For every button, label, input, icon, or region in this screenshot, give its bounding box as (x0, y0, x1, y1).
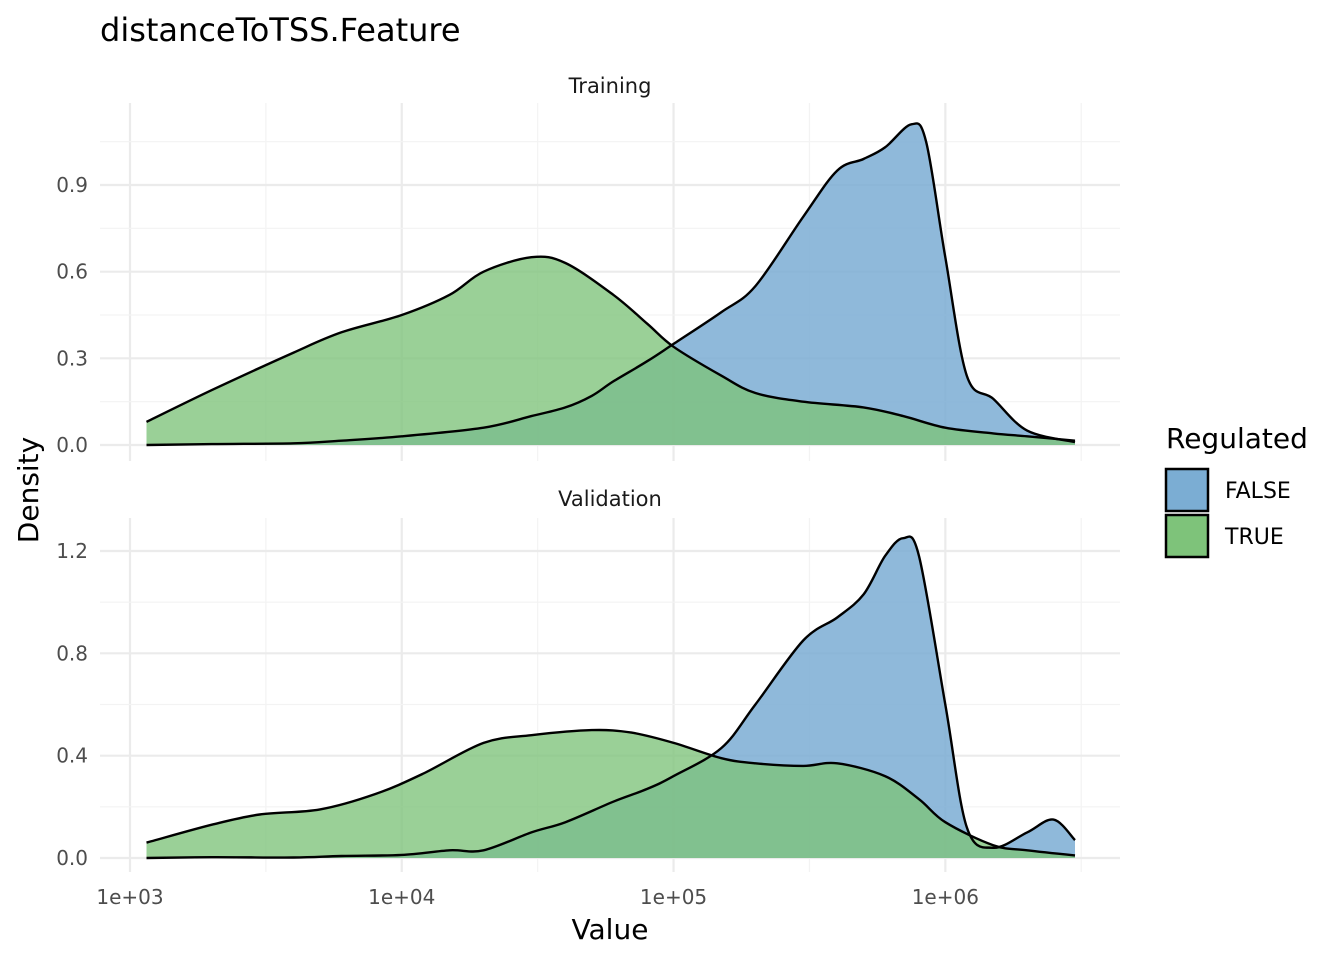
density-area-true (146, 256, 1075, 445)
y-tick-label: 0.3 (56, 346, 88, 370)
legend-title: Regulated (1166, 422, 1308, 455)
density-line-true (145, 255, 1076, 442)
y-tick-label: 0.0 (56, 433, 88, 457)
legend-key-true (1164, 513, 1210, 559)
facet-strip-label: Training (568, 74, 652, 98)
y-tick-label: 1.2 (56, 539, 88, 563)
y-tick-label: 0.6 (56, 260, 88, 284)
legend-key-false (1164, 467, 1210, 513)
y-tick-label: 0.9 (56, 173, 88, 197)
x-tick-label: 1e+06 (912, 885, 979, 909)
legend-label-false: FALSE (1225, 479, 1291, 504)
chart-title: distanceToTSS.Feature (100, 11, 461, 49)
x-axis-title: Value (572, 913, 649, 946)
x-tick-label: 1e+03 (96, 885, 163, 909)
y-tick-label: 0.4 (56, 744, 88, 768)
legend-label-true: TRUE (1224, 525, 1284, 550)
panel-training: Training 0.0 0.3 0.6 0.9 (56, 74, 1120, 461)
density-area-true (146, 730, 1075, 858)
x-tick-label: 1e+05 (640, 885, 707, 909)
panel-validation: Validation 0.0 0.4 0.8 1.2 (56, 487, 1120, 872)
density-line-false (146, 535, 1076, 860)
density-line-true (146, 728, 1076, 857)
x-tick-label: 1e+04 (368, 885, 435, 909)
y-tick-label: 0.8 (56, 641, 88, 665)
y-axis-title: Density (12, 437, 45, 543)
density-line-false (146, 122, 1076, 447)
legend: Regulated FALSE TRUE (1164, 422, 1308, 559)
facet-strip-label: Validation (558, 487, 662, 511)
facet-panels: Training 0.0 0.3 0.6 0.9 Validation 0.0 0.4 0.8 1… (56, 74, 1120, 872)
y-tick-label: 0.0 (56, 846, 88, 870)
density-area-false (146, 123, 1075, 446)
